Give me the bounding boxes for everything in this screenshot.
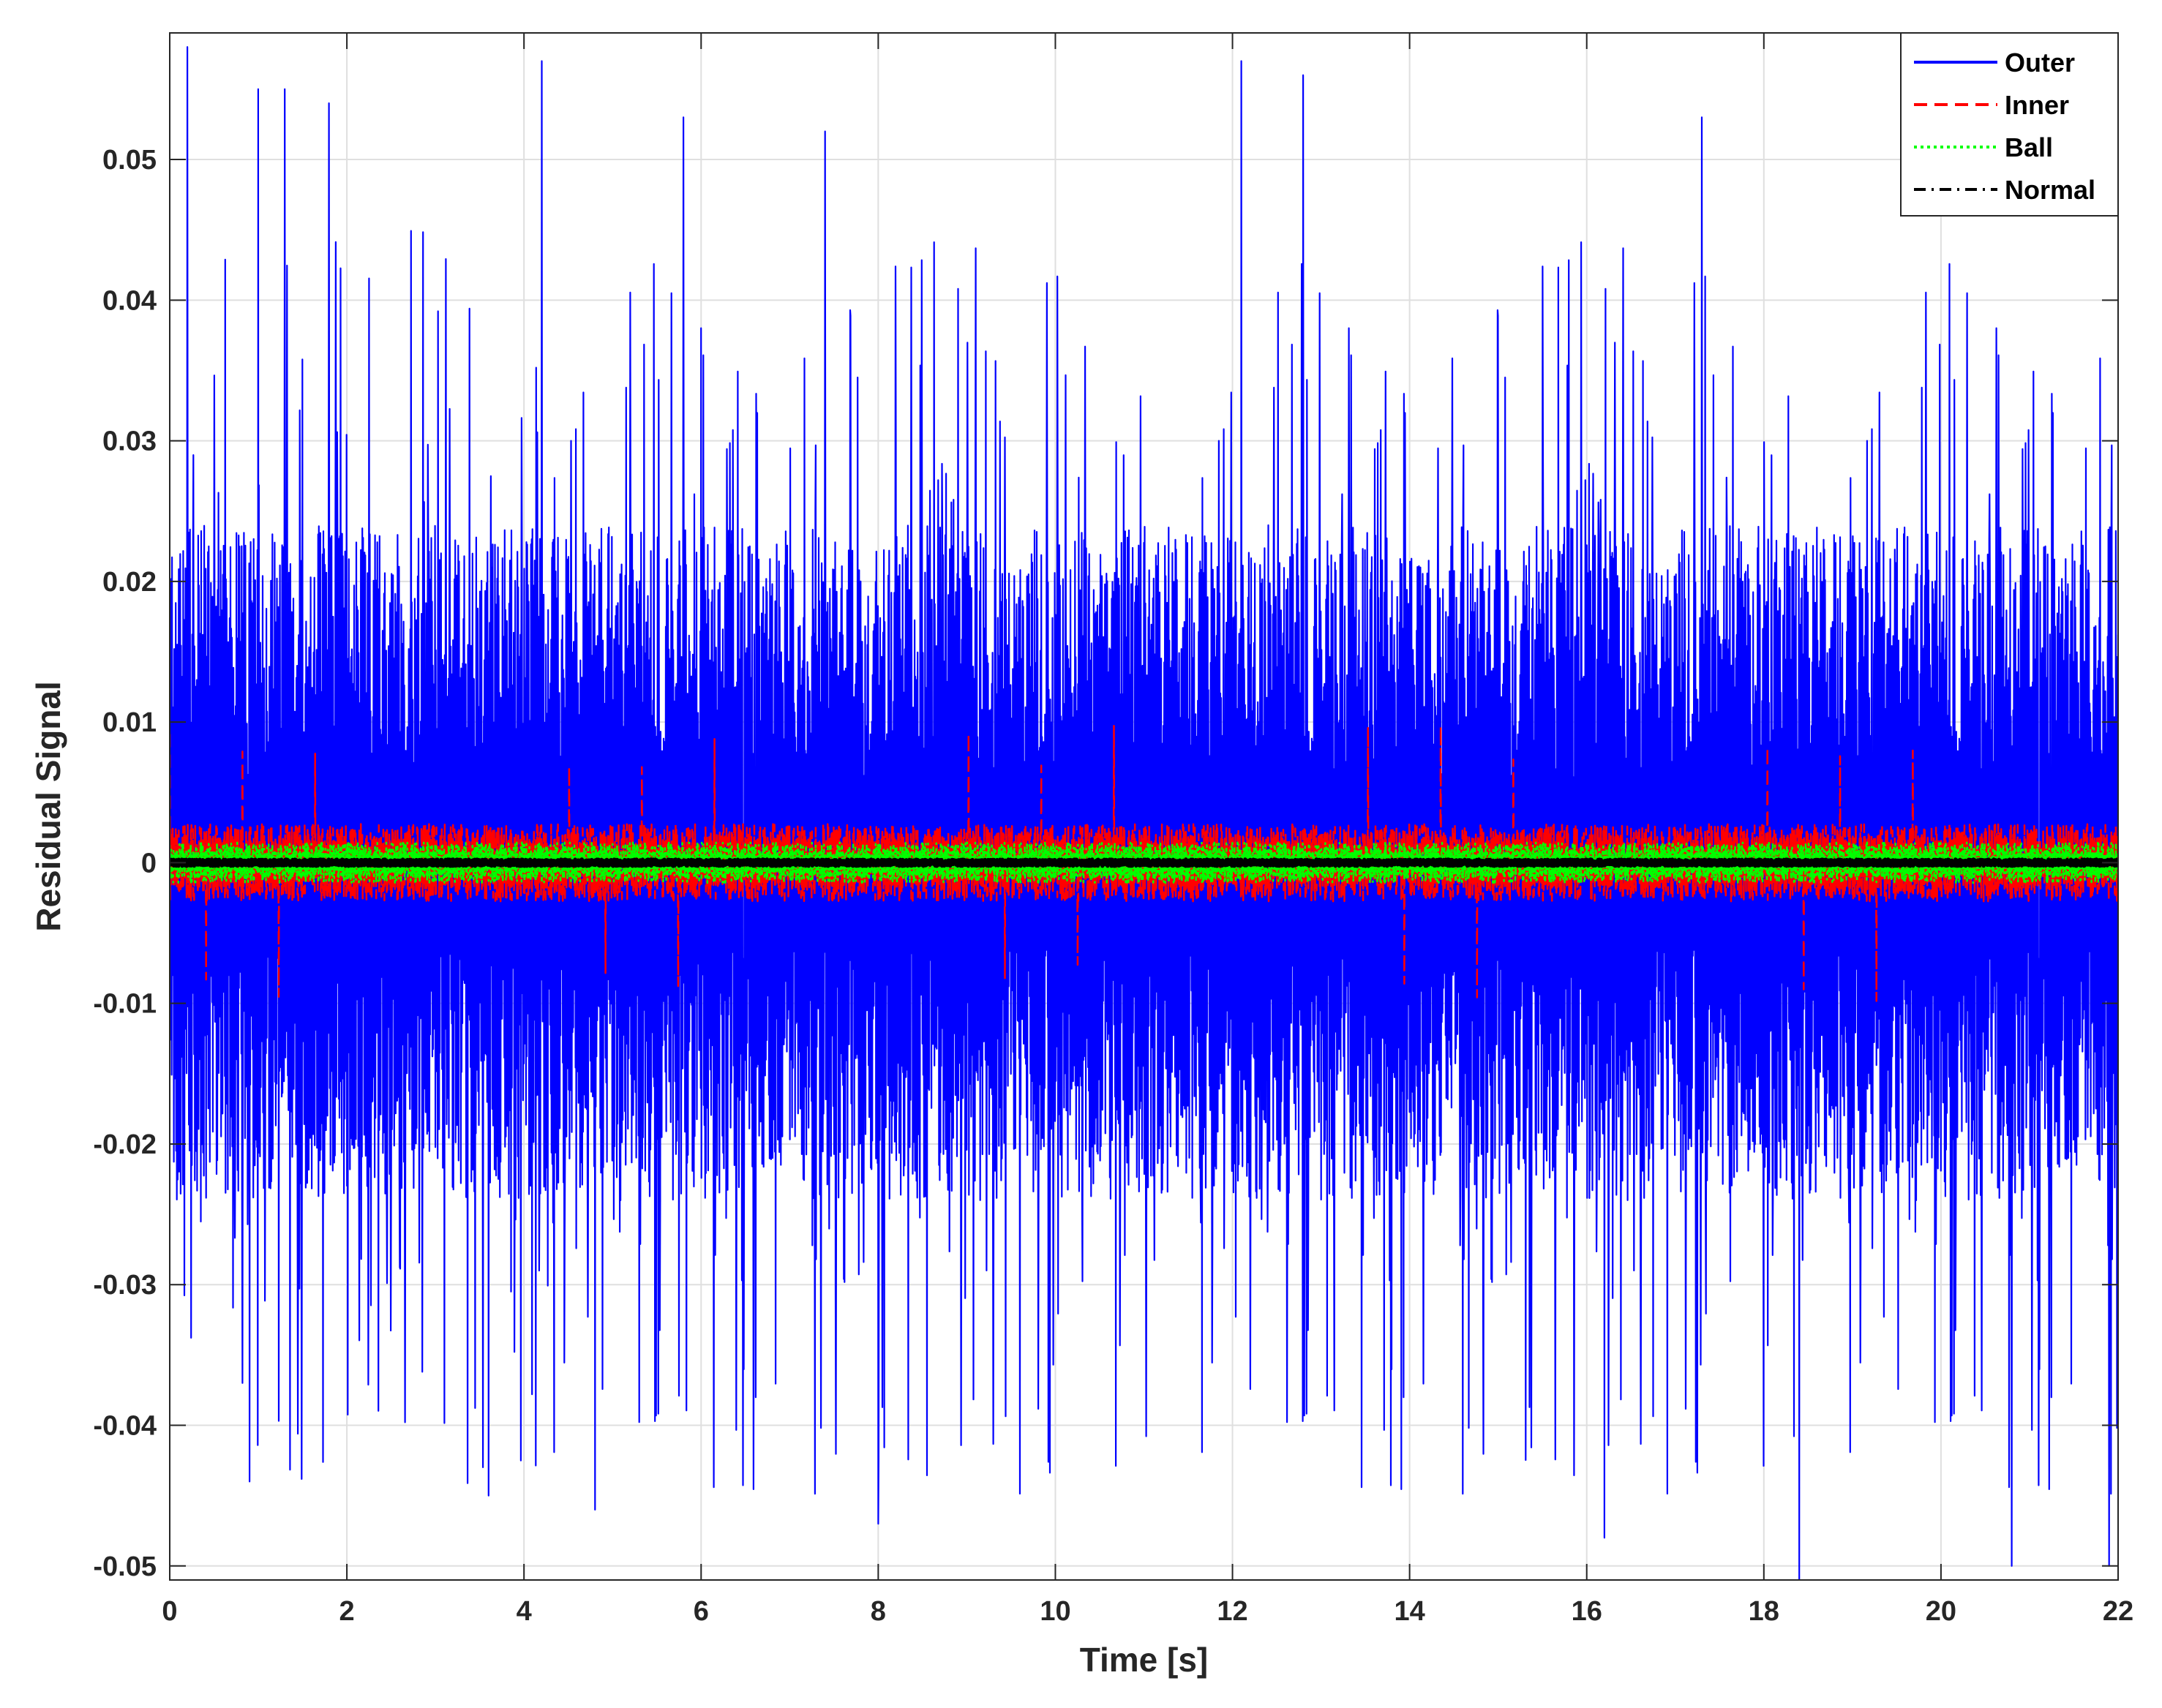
x-tick-label: 18 [1749, 1596, 1779, 1627]
series-layer [170, 46, 2118, 1580]
x-tick-label: 22 [2103, 1596, 2133, 1627]
series-normal-line [170, 857, 2118, 868]
x-tick-label: 20 [1926, 1596, 1956, 1627]
y-tick-label: 0.01 [102, 707, 157, 738]
legend-label-inner: Inner [2005, 90, 2069, 120]
x-tick-label: 4 [517, 1596, 532, 1627]
y-axis-label: Residual Signal [29, 681, 67, 932]
x-tick-label: 2 [339, 1596, 355, 1627]
x-tick-label: 16 [1572, 1596, 1602, 1627]
y-tick-label: 0.05 [102, 145, 157, 176]
y-tick-label: -0.01 [93, 989, 157, 1020]
x-axis-label: Time [s] [1080, 1641, 1209, 1679]
x-tick-label: 6 [694, 1596, 709, 1627]
y-tick-label: 0 [141, 848, 157, 879]
x-tick-label: 12 [1217, 1596, 1247, 1627]
x-tick-label: 14 [1394, 1596, 1425, 1627]
y-tick-label: 0.02 [102, 567, 157, 598]
y-tick-label: -0.03 [93, 1270, 157, 1301]
x-tick-label: 0 [162, 1596, 177, 1627]
legend: Outer Inner Ball Normal [1900, 32, 2119, 217]
y-tick-label: 0.03 [102, 426, 157, 457]
legend-label-outer: Outer [2005, 48, 2075, 78]
y-tick-label: -0.02 [93, 1129, 157, 1160]
x-tick-label: 8 [871, 1596, 886, 1627]
y-tick-label: 0.04 [102, 285, 157, 316]
y-tick-label: -0.05 [93, 1551, 157, 1582]
y-tick-label: -0.04 [93, 1411, 157, 1442]
x-tick-label: 10 [1040, 1596, 1070, 1627]
series-ball-line [170, 841, 2118, 884]
plot-border [169, 32, 2119, 1581]
series-outer-line [170, 46, 2118, 1580]
legend-label-ball: Ball [2005, 132, 2053, 162]
legend-label-normal: Normal [2005, 175, 2095, 205]
